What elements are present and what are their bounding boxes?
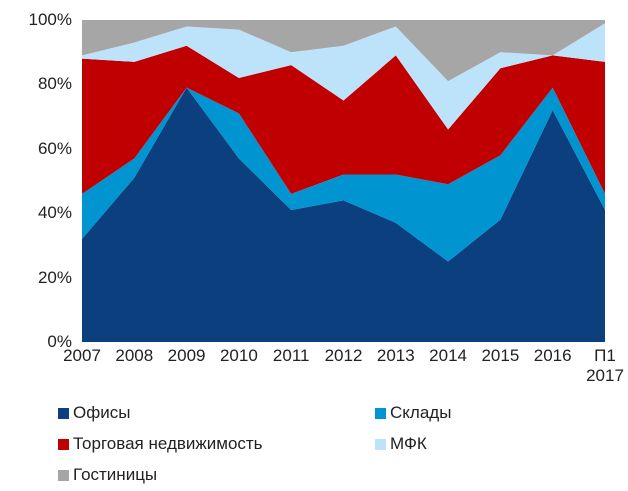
x-tick-label: 2010 xyxy=(219,346,258,365)
x-tick-label: 2014 xyxy=(429,346,467,365)
area xyxy=(82,87,605,343)
legend-label: Склады xyxy=(390,403,452,422)
legend-item: Склады xyxy=(375,403,451,423)
x-tick-label: 2009 xyxy=(167,346,206,365)
legend-swatch xyxy=(58,407,69,419)
legend-swatch xyxy=(375,438,386,450)
legend-item: Торговая недвижимость xyxy=(58,434,263,454)
legend-swatch xyxy=(58,469,69,481)
legend-item: МФК xyxy=(375,434,427,454)
y-tick-label: 0% xyxy=(47,332,72,351)
legend-label: МФК xyxy=(390,434,427,453)
x-tick-label: 2016 xyxy=(533,346,572,365)
x-tick-label: 2008 xyxy=(115,346,154,365)
y-tick-label: 80% xyxy=(37,74,72,94)
legend-item: Офисы xyxy=(58,403,130,423)
area xyxy=(82,20,605,82)
area xyxy=(82,45,605,194)
legend-swatch xyxy=(58,438,69,450)
legend-label: Торговая недвижимость xyxy=(73,434,263,453)
x-tick-label: 2015 xyxy=(481,346,520,365)
legend-swatch xyxy=(375,407,386,419)
x-tick-label: 2013 xyxy=(376,346,415,365)
x-tick-label: П1 2017 xyxy=(586,346,624,385)
x-tick-label: 2011 xyxy=(272,346,310,365)
legend-label: Гостиницы xyxy=(73,465,158,484)
y-tick-label: 100% xyxy=(28,10,72,29)
legend-item: Гостиницы xyxy=(58,465,157,485)
legend-label: Офисы xyxy=(73,403,131,422)
x-tick-label: 2012 xyxy=(324,346,363,365)
y-tick-label: 40% xyxy=(37,203,72,223)
y-tick-label: 20% xyxy=(37,267,72,287)
y-tick-label: 60% xyxy=(37,138,72,158)
x-tick-label: 2007 xyxy=(63,346,101,365)
area xyxy=(82,23,605,130)
